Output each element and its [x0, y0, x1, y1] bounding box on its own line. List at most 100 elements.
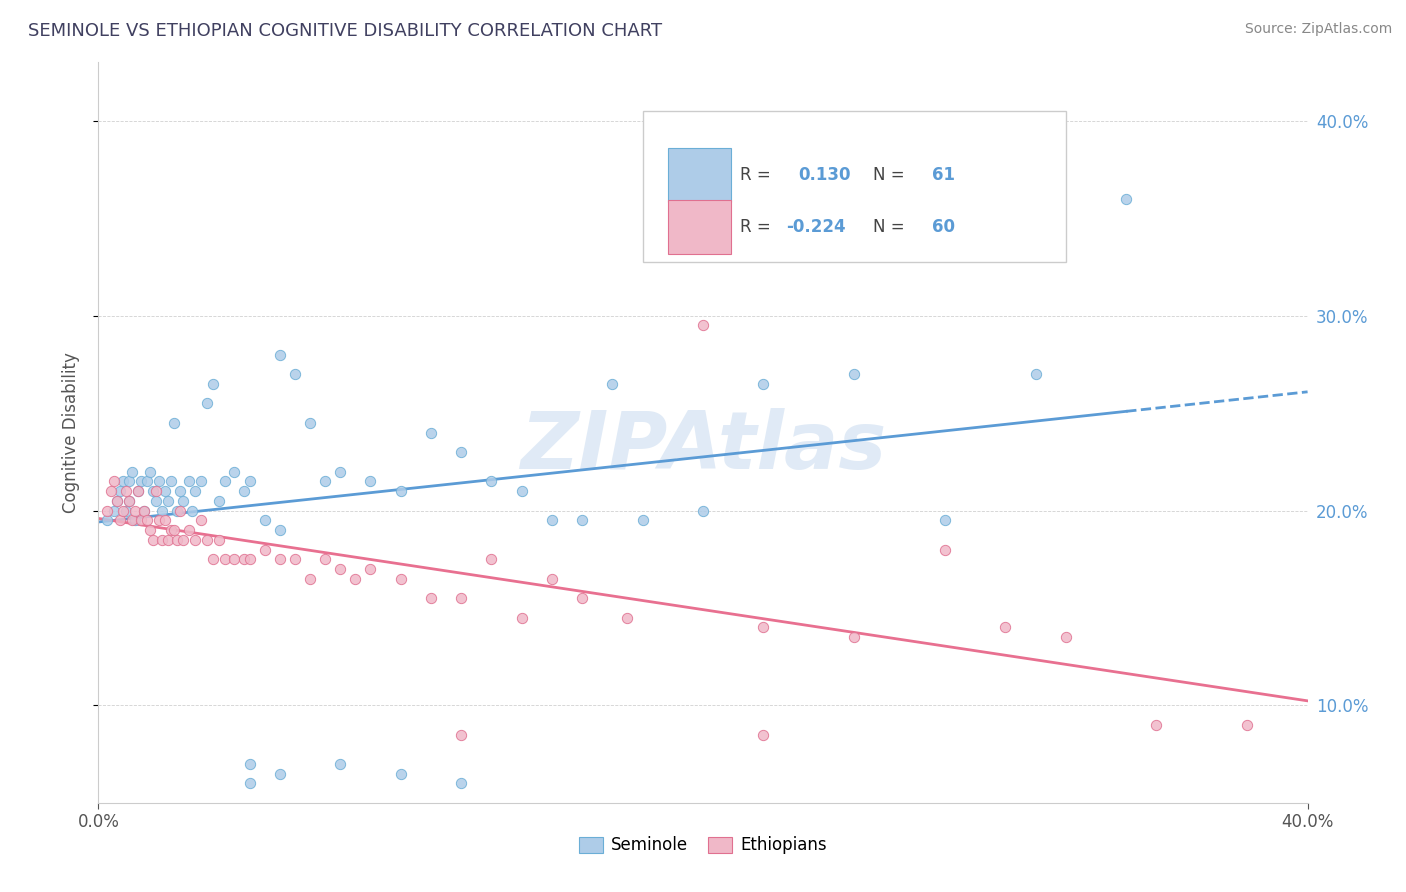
Point	[420, 425, 443, 440]
Point	[239, 552, 262, 566]
Point	[571, 513, 593, 527]
Point	[190, 513, 212, 527]
Point	[540, 513, 562, 527]
Point	[420, 591, 443, 606]
Point	[844, 630, 866, 644]
Point	[208, 533, 231, 547]
Point	[253, 542, 276, 557]
Point	[752, 620, 775, 634]
Point	[142, 484, 165, 499]
Point	[153, 513, 176, 527]
Point	[179, 475, 201, 489]
Point	[124, 513, 146, 527]
Point	[934, 513, 956, 527]
Point	[329, 756, 352, 771]
Point	[1024, 367, 1046, 381]
Point	[232, 552, 254, 566]
Point	[314, 552, 336, 566]
Point	[108, 513, 131, 527]
Point	[111, 503, 134, 517]
Point	[150, 503, 173, 517]
Point	[195, 533, 218, 547]
Point	[150, 533, 173, 547]
Point	[389, 484, 412, 499]
Point	[481, 552, 503, 566]
Point	[163, 523, 186, 537]
Point	[156, 493, 179, 508]
Point	[166, 533, 188, 547]
Point	[172, 493, 194, 508]
Point	[329, 465, 352, 479]
Point	[160, 475, 183, 489]
Point	[1144, 718, 1167, 732]
Point	[105, 493, 128, 508]
Point	[139, 465, 162, 479]
Point	[214, 552, 236, 566]
Point	[450, 591, 472, 606]
Point	[692, 318, 714, 333]
Point	[124, 503, 146, 517]
Point	[132, 503, 155, 517]
Point	[269, 523, 291, 537]
Point	[202, 552, 225, 566]
Point	[239, 475, 262, 489]
Text: N =: N =	[873, 218, 910, 235]
Point	[631, 513, 654, 527]
Point	[224, 552, 246, 566]
Point	[153, 484, 176, 499]
Point	[616, 610, 638, 624]
FancyBboxPatch shape	[668, 148, 731, 202]
FancyBboxPatch shape	[668, 200, 731, 253]
Text: SEMINOLE VS ETHIOPIAN COGNITIVE DISABILITY CORRELATION CHART: SEMINOLE VS ETHIOPIAN COGNITIVE DISABILI…	[28, 22, 662, 40]
Point	[111, 475, 134, 489]
Point	[100, 484, 122, 499]
Point	[299, 572, 322, 586]
FancyBboxPatch shape	[643, 111, 1066, 262]
Point	[103, 503, 125, 517]
Point	[214, 475, 236, 489]
Point	[145, 484, 167, 499]
Point	[114, 484, 136, 499]
Point	[269, 552, 291, 566]
Text: ZIPAtlas: ZIPAtlas	[520, 409, 886, 486]
Point	[389, 572, 412, 586]
Point	[184, 533, 207, 547]
Point	[129, 475, 152, 489]
Text: Source: ZipAtlas.com: Source: ZipAtlas.com	[1244, 22, 1392, 37]
Point	[232, 484, 254, 499]
Point	[127, 484, 149, 499]
Point	[179, 523, 201, 537]
Point	[329, 562, 352, 576]
Point	[284, 552, 307, 566]
Point	[195, 396, 218, 410]
Point	[360, 562, 382, 576]
Point	[121, 513, 143, 527]
Point	[1054, 630, 1077, 644]
Point	[389, 766, 412, 780]
Point	[752, 728, 775, 742]
Point	[934, 542, 956, 557]
Point	[844, 367, 866, 381]
Point	[344, 572, 367, 586]
Point	[1115, 192, 1137, 206]
Point	[239, 756, 262, 771]
Point	[148, 513, 170, 527]
Point	[253, 513, 276, 527]
Point	[450, 776, 472, 790]
Point	[118, 493, 141, 508]
Point	[994, 620, 1017, 634]
Point	[224, 465, 246, 479]
Point	[169, 503, 191, 517]
Point	[103, 475, 125, 489]
Point	[540, 572, 562, 586]
Point	[121, 465, 143, 479]
Point	[114, 503, 136, 517]
Point	[129, 513, 152, 527]
Point	[145, 493, 167, 508]
Text: -0.224: -0.224	[786, 218, 846, 235]
Point	[692, 503, 714, 517]
Point	[269, 348, 291, 362]
Point	[481, 475, 503, 489]
Point	[181, 503, 204, 517]
Point	[239, 776, 262, 790]
